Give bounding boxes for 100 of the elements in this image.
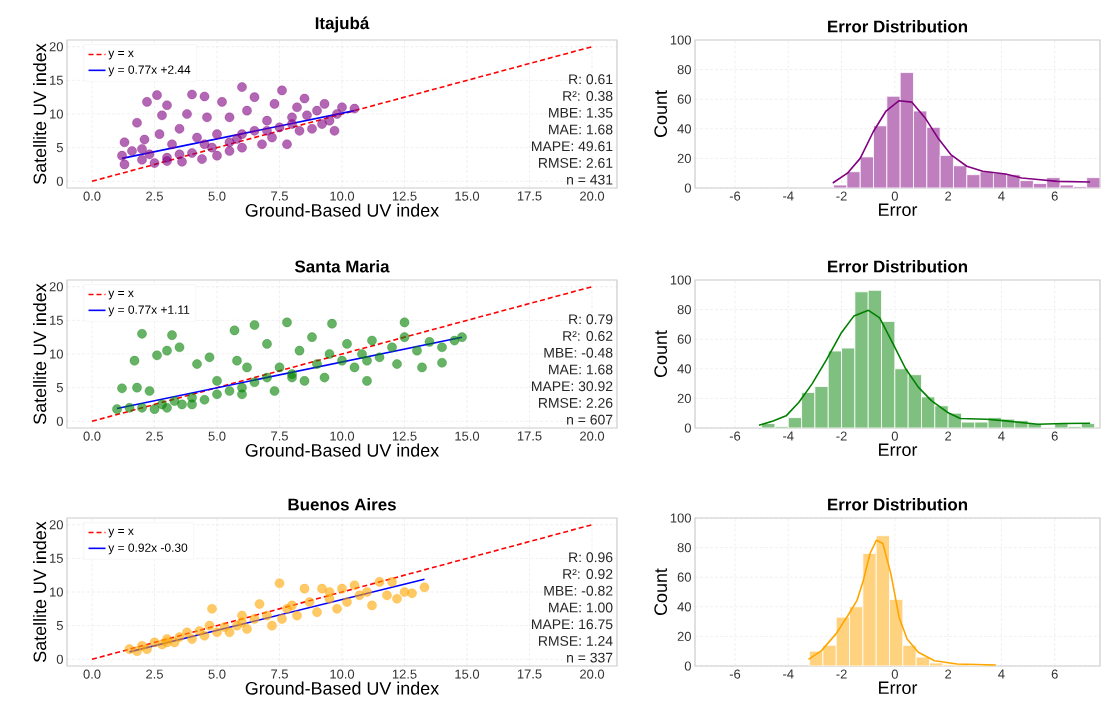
y-tick-label: 20: [677, 393, 691, 403]
point: [277, 614, 287, 624]
point: [124, 644, 135, 654]
y-tick-label: 100: [670, 275, 691, 285]
y-tick-label: 20: [677, 153, 691, 163]
y-tick-label: 40: [677, 124, 691, 134]
y-tick-label: 20: [49, 520, 63, 530]
y-tick-label: 40: [677, 602, 691, 612]
annotation: MAE: 1.68: [549, 364, 613, 375]
point: [387, 577, 397, 587]
x-tick-label: 4: [998, 669, 1005, 679]
chart-title: Error Distribution: [828, 260, 968, 273]
x-tick-label: 12.5: [392, 191, 417, 201]
point: [162, 637, 172, 648]
legend-label: y = x: [108, 528, 134, 538]
x-tick-label: 17.5: [517, 431, 542, 441]
point: [182, 627, 192, 638]
point: [254, 599, 265, 609]
point: [349, 580, 360, 591]
point: [332, 604, 342, 614]
y-tick-label: 10: [50, 109, 63, 119]
chart-title: Buenos Aires: [288, 498, 396, 511]
x-tick-label: 15.0: [455, 191, 480, 201]
point: [262, 610, 272, 621]
point: [354, 590, 365, 601]
point: [362, 587, 372, 597]
annotation: n = 607: [567, 414, 613, 425]
point: [174, 632, 185, 642]
point: [342, 597, 352, 607]
y-tick-label: 10: [50, 349, 63, 359]
point: [312, 607, 322, 617]
y-axis-title: Count: [654, 90, 668, 138]
x-tick-label: 7.5: [271, 191, 288, 201]
y-tick-label: 15: [50, 75, 63, 85]
point: [224, 627, 235, 638]
x-tick-label: 15.0: [455, 431, 480, 441]
chart-title: Itajubá: [315, 16, 370, 33]
x-tick-label: -2: [836, 191, 847, 201]
point: [149, 637, 160, 648]
point: [267, 620, 277, 631]
point: [142, 644, 152, 654]
x-axis-title: Ground-Based UV index: [245, 443, 439, 457]
y-tick-label: 10: [50, 587, 63, 597]
y-tick-label: 15: [50, 553, 63, 563]
chart-title: Error Distribution: [828, 20, 968, 33]
y-tick-label: 20: [49, 282, 63, 292]
x-tick-label: 0: [891, 669, 898, 679]
x-tick-label: 6: [1051, 669, 1058, 679]
x-tick-label: -6: [729, 191, 741, 201]
annotation: R: 0.61: [569, 74, 613, 85]
y-tick-label: 5: [56, 143, 63, 153]
x-axis-title: Ground-Based UV index: [245, 681, 439, 695]
x-tick-label: 2.5: [146, 669, 163, 679]
x-tick-label: 0: [891, 191, 898, 201]
y-axis-title: Satellite UV index: [33, 283, 47, 424]
x-tick-label: 7.5: [271, 669, 288, 679]
y-tick-label: 60: [677, 572, 691, 582]
y-tick-label: 0: [56, 416, 63, 426]
x-tick-label: 20.0: [580, 431, 605, 441]
point: [304, 597, 315, 607]
x-tick-label: 10.0: [330, 431, 355, 441]
annotation: MAPE: 30.92: [532, 381, 613, 392]
line-series: [807, 539, 997, 666]
x-tick-label: 17.5: [517, 669, 542, 679]
y-axis-title: Count: [654, 568, 668, 616]
y-tick-label: 80: [677, 65, 691, 75]
legend-label: y = 0.77x +1.11: [108, 305, 190, 317]
annotation: R²: 0.62: [563, 331, 613, 341]
point: [207, 604, 217, 614]
x-tick-label: 2: [945, 431, 952, 441]
x-tick-label: 5.0: [208, 191, 226, 201]
x-tick-label: 2: [945, 669, 952, 679]
point: [212, 627, 222, 638]
x-axis-title: Error: [879, 203, 918, 217]
x-tick-label: 5.0: [208, 431, 226, 441]
annotation: RMSE: 1.24: [539, 635, 613, 646]
x-axis-title: Ground-Based UV index: [245, 203, 439, 217]
chart-title: Santa Maria: [294, 260, 390, 273]
x-tick-label: 20.0: [580, 191, 605, 201]
y-tick-label: 40: [677, 364, 691, 374]
annotation: RMSE: 2.26: [539, 397, 613, 408]
x-tick-label: 4: [998, 431, 1005, 441]
x-tick-label: 0.0: [83, 669, 101, 679]
point: [219, 622, 230, 632]
annotation: R²: 0.38: [563, 91, 613, 101]
x-tick-label: 2.5: [146, 431, 163, 441]
annotation: MAE: 1.68: [549, 124, 613, 135]
point: [399, 587, 410, 597]
y-tick-label: 5: [56, 383, 63, 393]
x-tick-label: 15.0: [455, 669, 480, 679]
point: [132, 646, 142, 656]
x-tick-label: 10.0: [330, 191, 355, 201]
point: [324, 587, 335, 597]
point: [382, 590, 392, 601]
point: [299, 583, 310, 594]
y-tick-label: 20: [49, 42, 63, 52]
x-tick-label: 5.0: [208, 669, 226, 679]
y-tick-label: 5: [56, 621, 63, 631]
chart-title: Error Distribution: [828, 498, 968, 511]
point: [249, 614, 260, 624]
